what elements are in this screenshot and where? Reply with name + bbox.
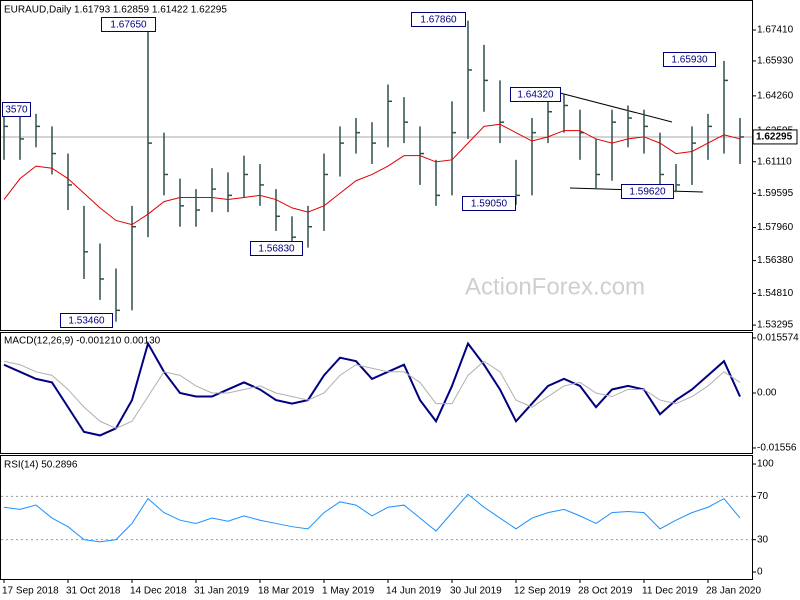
rsi-line: [3, 493, 741, 543]
x-tick-label: 30 Jul 2019: [450, 586, 502, 597]
x-tick-label: 28 Jan 2020: [706, 586, 761, 597]
chart-title: EURAUD,Daily 1.61793 1.62859 1.61422 1.6…: [4, 5, 227, 16]
annotation-box: [101, 17, 156, 32]
x-tick-label: 18 Mar 2019: [258, 586, 315, 597]
moving-average: [3, 123, 741, 226]
annotation: 1.67860: [420, 15, 457, 26]
x-tick-label: 12 Sep 2019: [514, 586, 571, 597]
watermark: ActionForex.com: [465, 273, 645, 300]
price-label: 1.62295: [756, 132, 793, 143]
y-tick-label: 1.61110: [757, 156, 792, 167]
y-tick-label: 30: [757, 534, 769, 545]
annotation: 1.64320: [517, 90, 554, 101]
x-tick-label: 14 Dec 2018: [130, 586, 187, 597]
x-tick-label: 14 Jun 2019: [386, 586, 441, 597]
annotation-box: [2, 102, 31, 117]
annotation: 1.56830: [258, 244, 295, 255]
price-panel: [0, 0, 753, 331]
annotation-box: [411, 12, 466, 27]
y-tick-label: 70: [757, 491, 769, 502]
annotation: 3570: [5, 105, 28, 116]
annotation: 1.59050: [471, 199, 508, 210]
y-tick-label: 0: [757, 567, 763, 578]
rsi-title: RSI(14) 50.2896: [4, 460, 78, 471]
x-tick-label: 28 Oct 2019: [578, 586, 633, 597]
annotation: 1.65930: [671, 55, 708, 66]
y-tick-label: 100: [757, 459, 774, 470]
y-tick-label: 1.67410: [757, 25, 794, 36]
y-tick-label: -0.01556: [757, 443, 797, 454]
annotation-box: [60, 313, 113, 328]
annotation-box: [510, 87, 561, 102]
y-tick-label: 1.54810: [757, 288, 794, 299]
signal-line: [3, 360, 741, 429]
trend-line: [559, 92, 673, 123]
annotation-box: [250, 241, 303, 256]
macd-title: MACD(12,26,9) -0.001210 0.00130: [4, 336, 161, 347]
x-tick-label: 11 Dec 2019: [642, 586, 698, 597]
annotation-box: [462, 196, 516, 211]
y-tick-label: 1.53295: [757, 320, 794, 331]
annotation: 1.53460: [68, 316, 105, 327]
y-tick-label: 0.015574: [757, 333, 799, 344]
x-tick-label: 1 May 2019: [322, 586, 375, 597]
y-tick-label: 1.64260: [757, 91, 794, 102]
x-tick-label: 17 Sep 2018: [2, 586, 59, 597]
y-tick-label: 1.57960: [757, 222, 794, 233]
y-tick-label: 0.00: [757, 388, 777, 399]
rsi-panel: [0, 455, 753, 580]
x-tick-label: 31 Oct 2018: [66, 586, 121, 597]
annotation: 1.59620: [629, 187, 666, 198]
annotation-box: [663, 52, 716, 67]
y-tick-label: 1.65930: [757, 56, 794, 67]
x-tick-label: 31 Jan 2019: [194, 586, 249, 597]
price-box: [752, 129, 798, 145]
y-tick-label: 1.59595: [757, 188, 794, 199]
annotation: 1.67650: [110, 20, 147, 31]
macd-line: [3, 340, 741, 437]
y-tick-label: 1.56380: [757, 255, 794, 266]
annotation-box: [621, 184, 674, 199]
